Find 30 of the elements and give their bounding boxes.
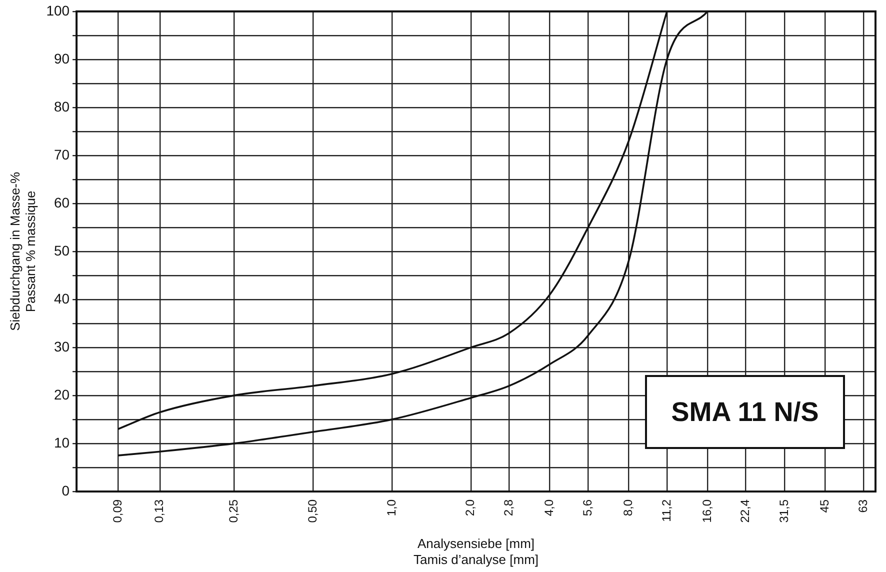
x-tick-label: 0,50 [305,499,320,523]
y-tick-label: 10 [54,434,70,450]
y-tick-label: 70 [54,146,70,162]
x-tick-label: 8,0 [620,499,635,516]
y-tick-label: 90 [54,50,70,66]
y-tick-label: 40 [54,290,70,306]
annotation: SMA 11 N/S [645,375,845,449]
x-tick-label: 5,6 [580,499,594,516]
x-tick-label: 2,8 [502,499,516,516]
x-tick-label: 22,4 [738,499,752,523]
y-axis-title: Siebdurchgang in Masse-% Passant % massique [7,171,38,331]
x-tick-label: 0,25 [226,499,241,523]
y-tick-label: 30 [54,338,70,354]
x-tick-label: 45 [818,499,832,513]
y-tick-label: 60 [54,194,70,210]
y-tick-label: 80 [54,98,70,114]
x-tick-label: 31,5 [776,499,791,523]
y-tick-label: 20 [54,386,70,402]
y-tick-label: 0 [62,482,70,498]
x-tick-label: 0,13 [152,499,166,523]
x-tick-label: 2,0 [463,499,478,516]
x-tick-label: 4,0 [542,499,556,516]
x-tick-label: 0,09 [110,499,124,523]
x-tick-label: 1,0 [384,499,398,516]
x-tick-label: 63 [856,499,870,513]
y-tick-label: 50 [54,242,70,258]
x-tick-label: 11,2 [659,499,674,522]
x-axis-title: Analysensiebe [mm] Tamis d’analyse [mm] [414,536,539,567]
y-tick-label: 100 [46,2,70,18]
x-tick-label: 16,0 [700,499,714,523]
